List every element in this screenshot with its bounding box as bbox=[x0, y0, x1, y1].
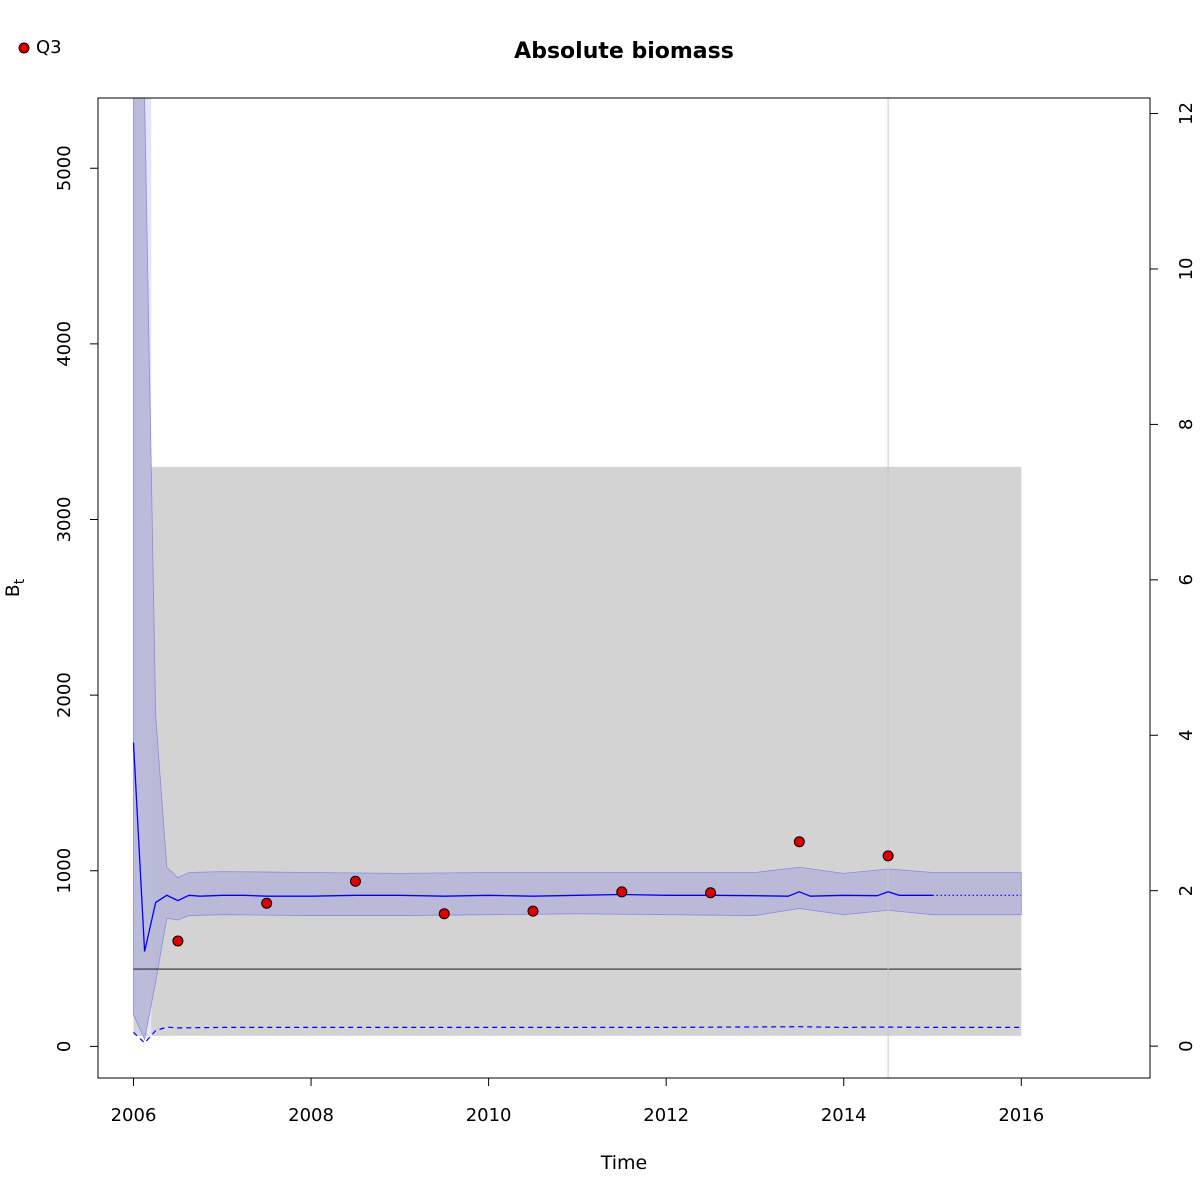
legend: Q3 bbox=[18, 37, 62, 58]
series-b-estimate bbox=[132, 742, 933, 952]
y-tick-label: 1000 bbox=[54, 848, 75, 894]
background-region bbox=[133, 466, 1022, 1036]
y2-tick-label: 2 bbox=[1176, 885, 1197, 896]
data-point-q3 bbox=[616, 886, 628, 898]
y2-tick-label: 8 bbox=[1176, 419, 1197, 430]
data-point-q3 bbox=[705, 887, 717, 899]
x-tick-label: 2016 bbox=[998, 1105, 1044, 1126]
axes-layer: 2006 2008 2010 2012 2014 20160100020003000400… bbox=[54, 102, 1197, 1126]
y2-tick-label: 6 bbox=[1176, 574, 1197, 585]
y2-tick-label: 0 bbox=[1176, 1040, 1197, 1051]
y2-tick-label: 12 bbox=[1176, 102, 1197, 125]
legend-marker-q3 bbox=[18, 42, 30, 54]
data-point-q3 bbox=[793, 836, 805, 848]
x-tick-label: 2006 bbox=[111, 1105, 157, 1126]
y-tick-label: 2000 bbox=[54, 672, 75, 718]
x-tick-label: 2012 bbox=[643, 1105, 689, 1126]
y-axis-title-subscript: t bbox=[12, 578, 28, 584]
data-point-q3 bbox=[527, 905, 539, 917]
x-tick-label: 2010 bbox=[466, 1105, 512, 1126]
ci-band bbox=[133, 97, 1022, 1041]
y-axis-title: Bt bbox=[2, 578, 28, 597]
x-tick-label: 2008 bbox=[288, 1105, 334, 1126]
y-tick-label: 3000 bbox=[54, 497, 75, 543]
y-axis-title-main: B bbox=[2, 584, 24, 597]
legend-label-q3: Q3 bbox=[36, 37, 62, 58]
data-point-q3 bbox=[349, 875, 361, 887]
data-point-q3 bbox=[261, 897, 273, 909]
data-point-q3 bbox=[882, 850, 894, 862]
y2-tick-label: 4 bbox=[1176, 730, 1197, 741]
plot-layer bbox=[132, 97, 1022, 1078]
y-tick-label: 5000 bbox=[54, 145, 75, 191]
series-dashed-lower bbox=[133, 1026, 1022, 1044]
data-point-q3 bbox=[438, 908, 450, 920]
data-point-q3 bbox=[172, 935, 184, 947]
chart-title: Absolute biomass bbox=[514, 39, 734, 64]
y2-tick-label: 10 bbox=[1176, 258, 1197, 281]
y-tick-label: 4000 bbox=[54, 321, 75, 367]
x-tick-label: 2014 bbox=[821, 1105, 867, 1126]
x-axis-title: Time bbox=[600, 1152, 648, 1174]
y-tick-label: 0 bbox=[54, 1041, 75, 1052]
